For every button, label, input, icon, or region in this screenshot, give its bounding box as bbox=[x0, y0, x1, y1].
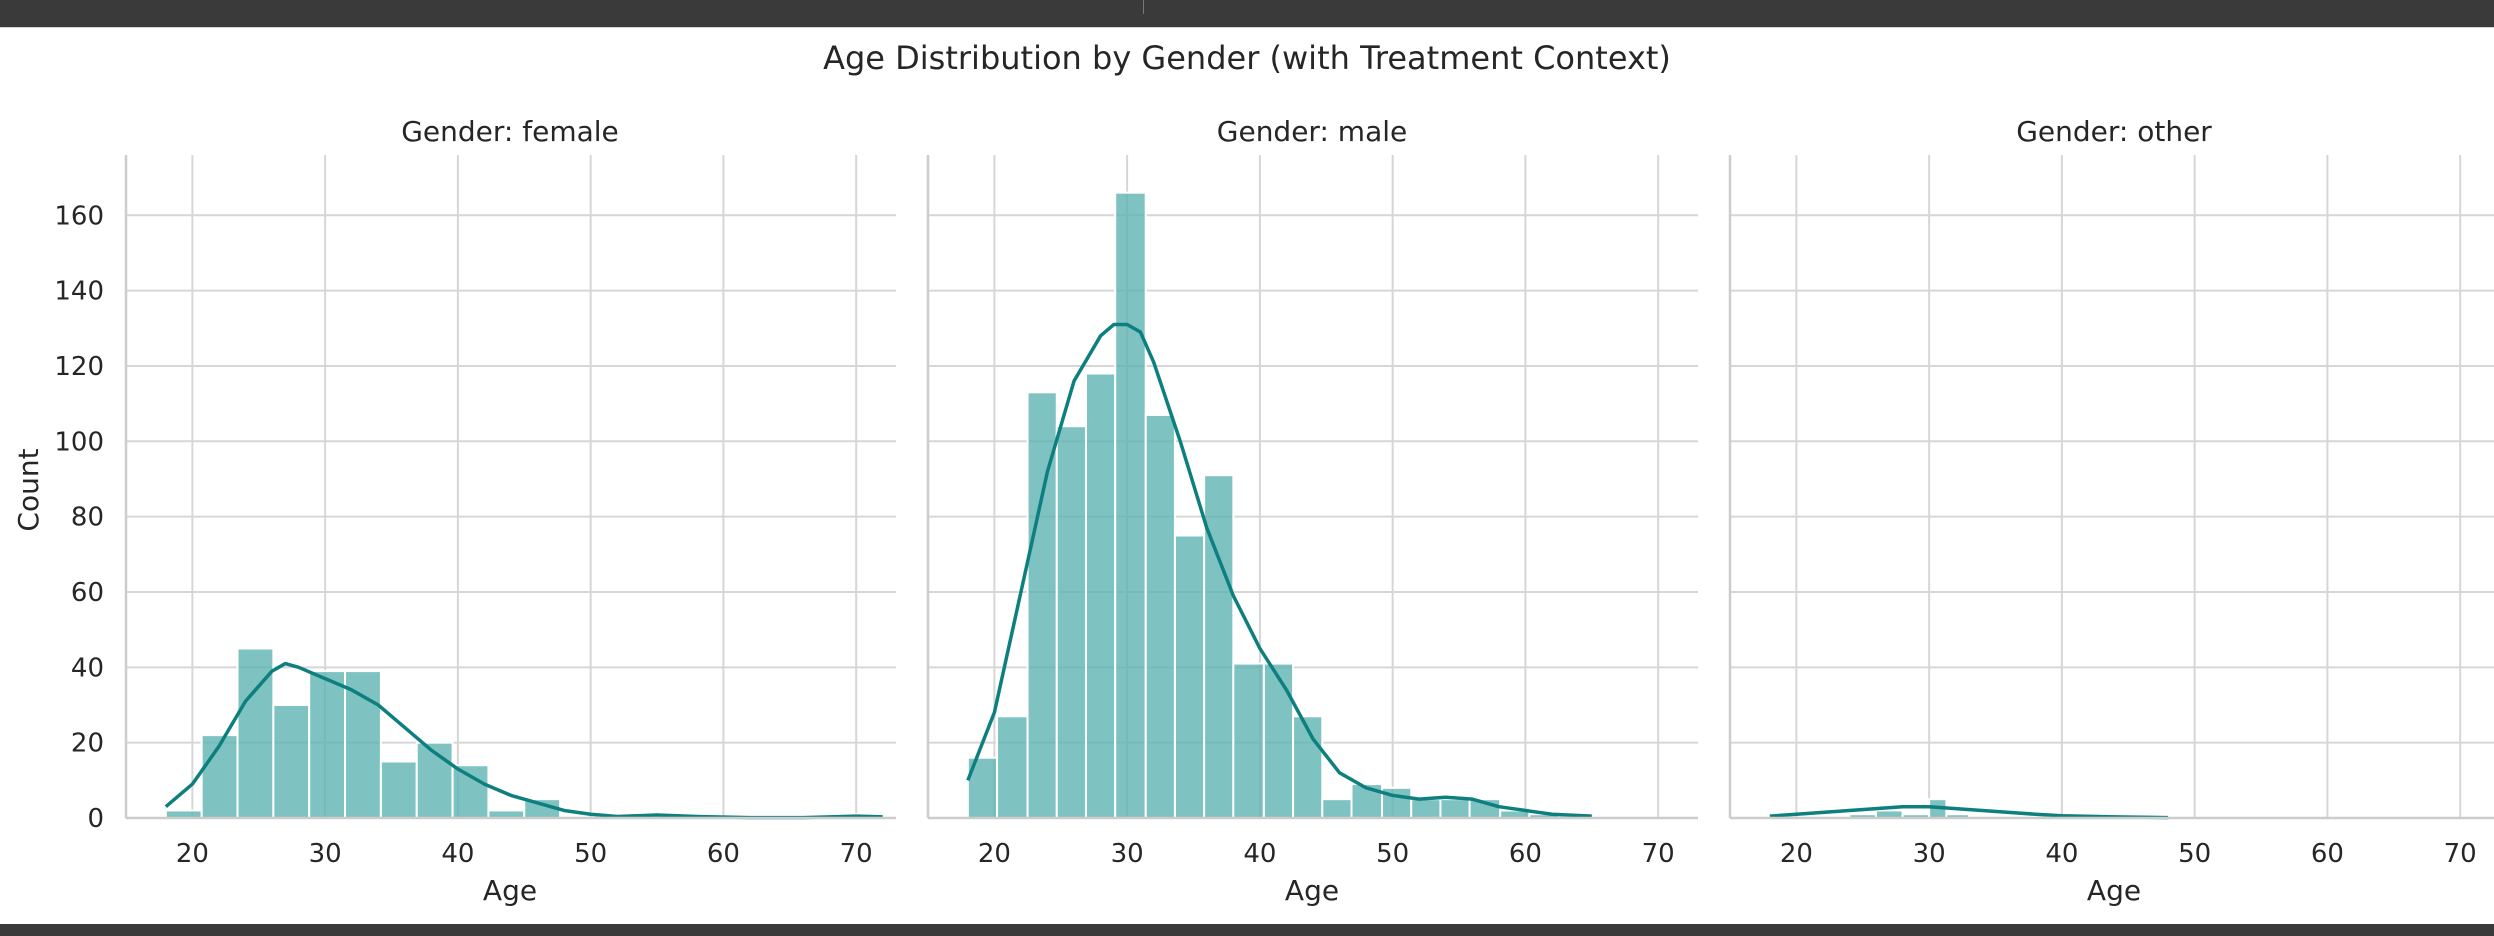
x-tick-label: 20 bbox=[176, 839, 209, 869]
y-tick-label: 160 bbox=[54, 201, 104, 231]
histogram-bar bbox=[379, 760, 418, 820]
histogram-bar bbox=[344, 670, 382, 819]
histogram-bar bbox=[1321, 798, 1353, 820]
histogram-bar bbox=[1114, 191, 1147, 819]
x-tick-label: 20 bbox=[1780, 839, 1813, 869]
histogram-bar bbox=[451, 764, 490, 819]
y-tick-label: 20 bbox=[71, 729, 104, 759]
x-tick-label: 60 bbox=[2311, 839, 2344, 869]
panel-other: Gender: other Age 20 30 40 50 60 70 bbox=[1728, 115, 2494, 907]
x-axis-label: Age bbox=[1285, 874, 1339, 907]
histogram-bar bbox=[1439, 798, 1471, 820]
x-tick-label: 30 bbox=[309, 839, 342, 869]
histogram-bar bbox=[1262, 662, 1295, 820]
x-tick-label: 60 bbox=[707, 839, 740, 869]
x-tick-label: 70 bbox=[1642, 839, 1675, 869]
kde-line bbox=[1769, 804, 2169, 820]
x-tick-label: 40 bbox=[441, 839, 474, 869]
x-tick-label: 50 bbox=[574, 839, 607, 869]
histogram-bar bbox=[1084, 372, 1117, 819]
x-axis-label: Age bbox=[483, 874, 537, 907]
kde-line bbox=[164, 661, 883, 820]
gridlines bbox=[126, 155, 896, 819]
y-tick-label: 140 bbox=[54, 277, 104, 307]
y-tick-label: 60 bbox=[71, 578, 104, 608]
x-tick-label: 60 bbox=[1509, 839, 1542, 869]
x-tick-label: 30 bbox=[1913, 839, 1946, 869]
x-tick-label: 70 bbox=[2444, 839, 2477, 869]
x-tick-label: 70 bbox=[840, 839, 873, 869]
histogram-bar bbox=[996, 715, 1029, 820]
panel-title: Gender: male bbox=[1217, 115, 1407, 148]
panel-title: Gender: female bbox=[401, 115, 619, 148]
top-bar-divider bbox=[1143, 0, 1144, 14]
y-tick-label: 80 bbox=[71, 503, 104, 533]
histogram-bar bbox=[1232, 662, 1265, 820]
histogram-bar bbox=[1173, 534, 1206, 820]
histogram-bar bbox=[1292, 715, 1324, 820]
y-tick-label: 40 bbox=[71, 653, 104, 683]
panel-female: Gender: female Age 20 30 40 50 60 70 0 20 40 60 80… bbox=[54, 115, 896, 907]
window-top-bar bbox=[0, 0, 2494, 28]
window-bottom-bar bbox=[0, 924, 2494, 936]
x-tick-label: 30 bbox=[1111, 839, 1144, 869]
gridlines bbox=[1730, 155, 2494, 819]
histogram-bar bbox=[1055, 425, 1087, 819]
panel-male: Gender: male Age 20 30 40 50 60 70 bbox=[926, 115, 1698, 907]
x-tick-label: 40 bbox=[1243, 839, 1276, 869]
x-tick-label: 50 bbox=[2178, 839, 2211, 869]
histogram-bar bbox=[308, 670, 347, 819]
histogram-bar bbox=[272, 703, 311, 820]
kde-line bbox=[966, 322, 1592, 818]
x-tick-label: 20 bbox=[978, 839, 1011, 869]
x-tick-label: 50 bbox=[1376, 839, 1409, 869]
y-tick-label: 0 bbox=[87, 804, 104, 834]
panel-title: Gender: other bbox=[2016, 115, 2212, 148]
y-axis-label: Count bbox=[12, 448, 45, 531]
histogram-bar bbox=[1203, 474, 1235, 819]
histogram-bar bbox=[1144, 413, 1176, 819]
chart-title: Age Distribution by Gender (with Treatme… bbox=[823, 39, 1671, 77]
y-tick-label: 120 bbox=[54, 352, 104, 382]
y-tick-label: 100 bbox=[54, 427, 104, 457]
x-tick-label: 40 bbox=[2045, 839, 2078, 869]
histogram-bar bbox=[1410, 798, 1442, 820]
x-axis-label: Age bbox=[2087, 874, 2141, 907]
